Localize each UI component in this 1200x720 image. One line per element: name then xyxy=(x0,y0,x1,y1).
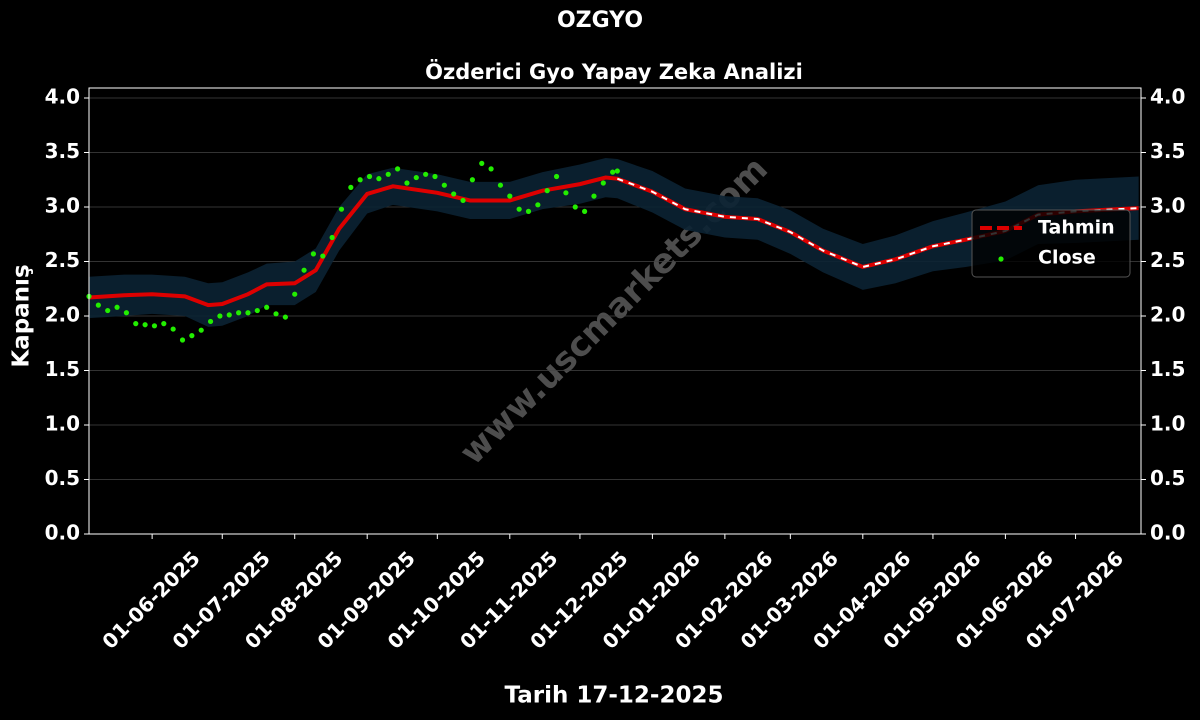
close-point xyxy=(301,267,307,273)
close-point xyxy=(479,160,485,166)
close-point xyxy=(451,191,457,197)
y-axis-label: Kapanış xyxy=(9,264,35,367)
close-point xyxy=(292,291,298,297)
close-point xyxy=(413,174,419,181)
close-point xyxy=(142,322,148,328)
close-point xyxy=(226,312,232,318)
close-point xyxy=(535,202,541,208)
close-point xyxy=(310,251,317,257)
y-tick-label: 2.0 xyxy=(45,303,80,327)
plot-frame xyxy=(88,87,1142,535)
y2-tick-label: 1.5 xyxy=(1150,357,1185,381)
close-point xyxy=(329,234,335,241)
y2-tick-label: 0.0 xyxy=(1150,521,1185,545)
y2-tick-label: 3.5 xyxy=(1150,139,1185,163)
chart-subtitle: Özderici Gyo Yapay Zeka Analizi xyxy=(425,59,803,84)
close-point xyxy=(207,318,214,325)
close-point xyxy=(544,188,550,194)
close-point xyxy=(525,208,532,214)
close-point xyxy=(614,168,620,174)
close-point xyxy=(366,173,373,180)
y-tick-label: 1.5 xyxy=(45,357,80,381)
close-point xyxy=(95,302,101,308)
y2-tick-label: 0.5 xyxy=(1150,466,1185,490)
y-tick-label: 1.0 xyxy=(45,412,80,436)
close-point xyxy=(264,304,270,310)
confidence-band xyxy=(89,157,1139,327)
x-axis-label: Tarih 17-12-2025 xyxy=(505,683,724,709)
close-point xyxy=(236,310,242,316)
close-point xyxy=(553,173,560,180)
y2-tick-label: 1.0 xyxy=(1150,412,1185,436)
y-tick-label: 4.0 xyxy=(45,85,80,109)
close-point xyxy=(151,323,158,329)
legend-label: Tahmin xyxy=(1038,217,1115,239)
close-point xyxy=(600,180,606,186)
close-point xyxy=(394,166,401,172)
close-point xyxy=(423,171,429,177)
close-point xyxy=(582,208,588,214)
close-point xyxy=(123,310,130,316)
close-point xyxy=(245,310,251,316)
close-point xyxy=(460,197,466,204)
close-point xyxy=(338,206,345,212)
close-point xyxy=(376,176,382,182)
close-point xyxy=(217,313,223,319)
close-point xyxy=(170,326,176,332)
close-point xyxy=(469,177,475,183)
y-tick-label: 0.5 xyxy=(45,466,80,490)
close-point xyxy=(282,314,288,320)
y-tick-label: 3.5 xyxy=(45,139,80,163)
close-point xyxy=(591,193,597,199)
close-point xyxy=(105,307,111,314)
y-tick-label: 0.0 xyxy=(45,521,80,545)
legend-box xyxy=(971,209,1131,278)
close-point xyxy=(320,253,326,259)
close-point xyxy=(357,177,363,183)
close-point xyxy=(488,166,494,172)
close-point xyxy=(441,182,447,188)
close-point xyxy=(133,321,139,327)
close-point xyxy=(114,304,120,310)
legend-marker xyxy=(998,256,1004,262)
close-point xyxy=(254,307,260,314)
close-point xyxy=(516,206,522,212)
legend-label: Close xyxy=(1038,247,1096,269)
close-point xyxy=(189,333,195,339)
y2-tick-label: 4.0 xyxy=(1150,85,1185,109)
close-point xyxy=(198,327,204,333)
y2-tick-label: 2.0 xyxy=(1150,303,1185,327)
close-point xyxy=(348,184,354,190)
y-tick-label: 3.0 xyxy=(45,194,80,218)
close-point xyxy=(610,169,616,175)
close-point xyxy=(507,193,513,199)
close-point xyxy=(432,173,438,180)
y-tick-label: 2.5 xyxy=(45,248,80,272)
close-point xyxy=(273,311,279,317)
close-point xyxy=(572,204,578,210)
close-point xyxy=(385,171,391,177)
close-point xyxy=(161,321,167,327)
close-point xyxy=(179,337,186,343)
y2-tick-label: 2.5 xyxy=(1150,248,1185,272)
close-point xyxy=(497,182,504,188)
close-point xyxy=(563,190,569,196)
close-point xyxy=(404,180,410,186)
chart-title: OZGYO xyxy=(557,8,643,33)
y2-tick-label: 3.0 xyxy=(1150,194,1185,218)
